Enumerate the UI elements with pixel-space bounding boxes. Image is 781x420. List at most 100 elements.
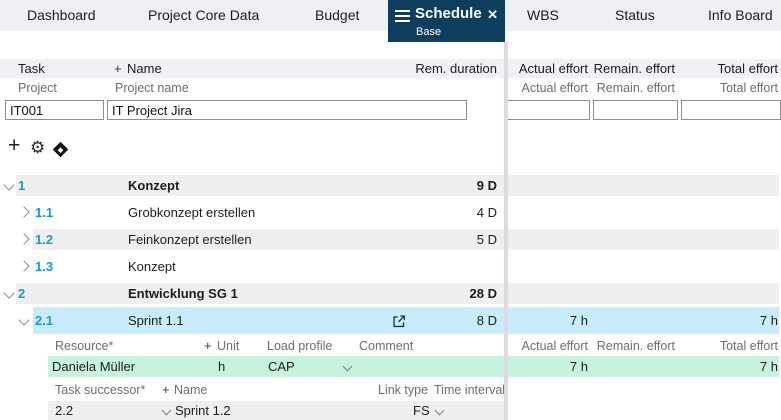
- col-remain-effort: Remain. effort: [593, 61, 675, 76]
- project-name-label: Project name: [115, 81, 189, 95]
- effort-cells: [508, 307, 779, 334]
- resource-unit[interactable]: h: [218, 359, 226, 374]
- task-name[interactable]: Konzept: [128, 178, 180, 193]
- tab-schedule-label: Schedule: [415, 5, 482, 22]
- successor-row[interactable]: 2.2 Sprint 1.2 FS: [0, 401, 781, 420]
- remain-effort-label: Remain. effort: [596, 339, 675, 353]
- effort-cells: [508, 283, 779, 304]
- task-number[interactable]: 1.3: [35, 259, 54, 274]
- task-name[interactable]: Konzept: [128, 259, 176, 274]
- chevron-down-icon[interactable]: [342, 361, 353, 372]
- project-total-effort-label: Total effort: [719, 81, 778, 95]
- tab-schedule-sublabel: Base: [416, 26, 442, 38]
- task-row-1-3[interactable]: 1.3 Konzept: [0, 253, 781, 280]
- resource-label: Resource*: [55, 339, 114, 353]
- add-resource-icon[interactable]: +: [204, 338, 212, 353]
- total-effort-label: Total effort: [719, 339, 778, 353]
- actual-effort-value: 7 h: [569, 313, 588, 328]
- col-actual-effort: Actual effort: [518, 61, 588, 76]
- chevron-right-icon[interactable]: [18, 233, 30, 245]
- successor-header-row: Task successor* + Name Link type Time in…: [0, 380, 781, 400]
- chevron-down-icon[interactable]: [18, 314, 30, 326]
- column-header-row: Task + Name Rem. duration Actual effort …: [0, 59, 781, 78]
- resource-name[interactable]: Daniela Müller: [52, 359, 136, 374]
- total-effort-value: 7 h: [759, 313, 778, 328]
- tab-info-board[interactable]: Info Board: [708, 7, 773, 23]
- tab-project-core-data[interactable]: Project Core Data: [148, 7, 260, 23]
- task-duration: 5 D: [476, 232, 497, 247]
- task-name[interactable]: Sprint 1.1: [128, 313, 184, 328]
- task-name[interactable]: Entwicklung SG 1: [128, 286, 238, 301]
- actual-effort-input[interactable]: [505, 100, 590, 120]
- total-effort-input[interactable]: [681, 100, 781, 120]
- chevron-down-icon[interactable]: [3, 287, 15, 299]
- task-number[interactable]: 2: [18, 286, 26, 301]
- unit-label: Unit: [217, 339, 240, 353]
- load-profile-value[interactable]: CAP: [268, 359, 295, 374]
- task-row-2-1-selected[interactable]: 2.1 Sprint 1.1 8 D 7 h 7 h: [0, 307, 781, 334]
- tab-budget[interactable]: Budget: [315, 7, 360, 23]
- task-number[interactable]: 1.1: [35, 205, 54, 220]
- task-duration: 9 D: [476, 178, 497, 193]
- project-name-input[interactable]: [107, 100, 467, 120]
- successor-name-label: Name: [174, 383, 208, 397]
- task-row-2[interactable]: 2 Entwicklung SG 1 28 D: [0, 280, 781, 307]
- task-row-1-2[interactable]: 1.2 Feinkonzept erstellen 5 D: [0, 226, 781, 253]
- actual-effort-label: Actual effort: [521, 339, 588, 353]
- tab-dashboard[interactable]: Dashboard: [27, 7, 96, 23]
- tab-wbs[interactable]: WBS: [527, 7, 559, 23]
- link-type-value[interactable]: FS: [413, 403, 430, 418]
- task-successor-label: Task successor*: [55, 383, 146, 397]
- total-effort-value: 7 h: [759, 359, 778, 374]
- task-name[interactable]: Grobkonzept erstellen: [128, 205, 256, 220]
- project-label: Project: [18, 81, 57, 95]
- actual-effort-value: 7 h: [569, 359, 588, 374]
- col-task: Task: [18, 61, 45, 76]
- task-number[interactable]: 2.1: [35, 313, 54, 328]
- panel-divider[interactable]: [504, 42, 508, 420]
- close-icon[interactable]: ✕: [487, 7, 498, 22]
- add-column-icon[interactable]: +: [114, 61, 122, 76]
- task-row-1-1[interactable]: 1.1 Grobkonzept erstellen 4 D: [0, 199, 781, 226]
- project-remain-effort-label: Remain. effort: [596, 81, 675, 95]
- chevron-down-icon[interactable]: [161, 405, 172, 416]
- add-task-icon[interactable]: +: [8, 134, 21, 157]
- project-label-row: Project Project name Actual effort Remai…: [0, 79, 781, 98]
- link-type-label: Link type: [378, 383, 429, 397]
- successor-name-value[interactable]: Sprint 1.2: [175, 403, 231, 418]
- task-duration: 8 D: [476, 313, 497, 328]
- task-name[interactable]: Feinkonzept erstellen: [128, 232, 252, 247]
- col-rem-duration: Rem. duration: [415, 61, 497, 76]
- resource-row[interactable]: Daniela Müller h CAP 7 h 7 h: [0, 356, 781, 377]
- col-name: Name: [127, 61, 162, 76]
- remain-effort-input[interactable]: [593, 100, 678, 120]
- menu-icon[interactable]: [395, 10, 410, 22]
- successor-task-value[interactable]: 2.2: [55, 403, 74, 418]
- comment-label: Comment: [359, 339, 414, 353]
- chevron-down-icon[interactable]: [434, 405, 445, 416]
- task-number[interactable]: 1: [18, 178, 26, 193]
- effort-cells: [508, 356, 779, 377]
- resource-header-row: Resource* + Unit Load profile Comment Ac…: [0, 336, 781, 356]
- time-interval-label: Time interval: [434, 383, 506, 397]
- project-id-input[interactable]: [5, 100, 104, 120]
- gear-icon[interactable]: ⚙: [30, 138, 46, 157]
- open-record-icon[interactable]: [390, 312, 408, 339]
- task-number[interactable]: 1.2: [35, 232, 54, 247]
- project-actual-effort-label: Actual effort: [521, 81, 588, 95]
- effort-cells: [508, 175, 779, 196]
- chevron-down-icon[interactable]: [3, 179, 15, 191]
- task-row-1[interactable]: 1 Konzept 9 D: [0, 172, 781, 199]
- tab-status[interactable]: Status: [615, 7, 655, 23]
- col-total-effort: Total effort: [717, 61, 778, 76]
- milestone-icon[interactable]: [52, 141, 69, 158]
- task-duration: 4 D: [476, 205, 497, 220]
- load-profile-label: Load profile: [267, 339, 333, 353]
- add-successor-icon[interactable]: +: [162, 382, 170, 397]
- tab-schedule[interactable]: Schedule ✕ Base: [388, 0, 505, 42]
- task-duration: 28 D: [469, 286, 497, 301]
- chevron-right-icon[interactable]: [18, 260, 30, 272]
- effort-cells: [508, 229, 779, 250]
- chevron-right-icon[interactable]: [18, 206, 30, 218]
